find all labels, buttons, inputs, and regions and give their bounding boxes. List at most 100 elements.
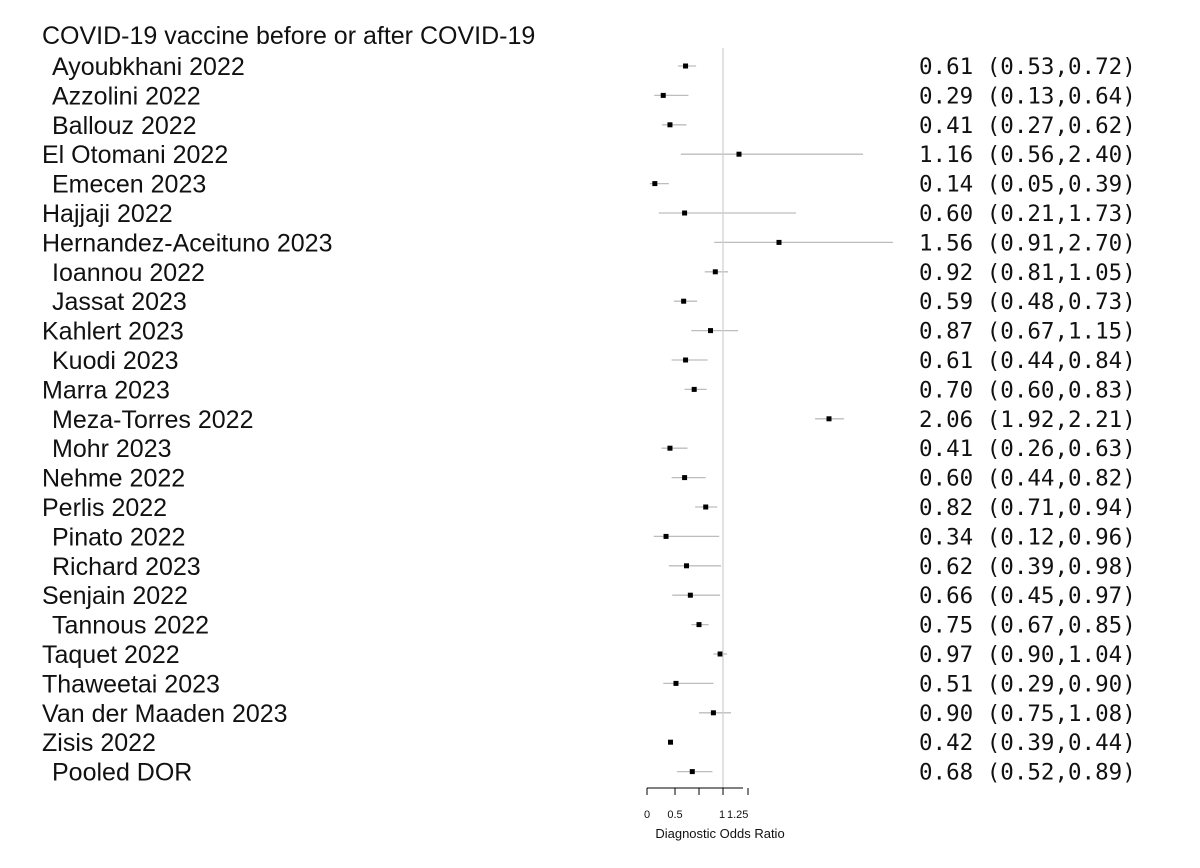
estimate-text: 0.61 (0.44,0.84): [919, 348, 1136, 374]
forest-row: Kuodi 2023 0.61 (0.44,0.84): [52, 347, 1136, 375]
study-label: Van der Maaden 2023: [42, 700, 288, 728]
study-label: Jassat 2023: [52, 288, 187, 316]
estimate-text: 0.87 (0.67,1.15): [919, 319, 1136, 345]
study-label: Azzolini 2022: [52, 82, 201, 110]
estimate-point: [660, 92, 666, 98]
forest-row: Marra 2023 0.70 (0.60,0.83): [42, 376, 1136, 404]
forest-row: Thaweetai 2023 0.51 (0.29,0.90): [42, 670, 1136, 698]
forest-row: Perlis 2022 0.82 (0.71,0.94): [42, 494, 1136, 522]
forest-row: Taquet 2022 0.97 (0.90,1.04): [42, 641, 1136, 669]
forest-row: Nehme 2022 0.60 (0.44,0.82): [42, 465, 1136, 493]
estimate-text: 0.75 (0.67,0.85): [919, 613, 1136, 639]
estimate-point: [682, 475, 688, 481]
tick-label: 1: [719, 809, 725, 821]
estimate-point: [703, 504, 709, 510]
estimate-point: [663, 533, 669, 539]
forest-row: Ayoubkhani 2022 0.61 (0.53,0.72): [52, 53, 1136, 81]
estimate-text: 0.60 (0.44,0.82): [919, 466, 1136, 492]
estimate-point: [710, 710, 716, 716]
tick-label: 0.5: [667, 809, 682, 821]
study-label: Zisis 2022: [42, 729, 156, 757]
study-label: Thaweetai 2023: [42, 670, 220, 698]
estimate-text: 1.16 (0.56,2.40): [919, 142, 1136, 168]
estimate-text: 0.70 (0.60,0.83): [919, 377, 1136, 403]
estimate-text: 1.56 (0.91,2.70): [919, 230, 1136, 256]
forest-row: Jassat 2023 0.59 (0.48,0.73): [52, 288, 1136, 316]
study-label: Perlis 2022: [42, 494, 167, 522]
study-label: Ioannou 2022: [52, 259, 205, 287]
tick-label: 1.25: [727, 809, 748, 821]
forest-row: Hernandez-Aceituno 2023 1.56 (0.91,2.70): [42, 229, 1136, 257]
estimate-point: [683, 63, 689, 69]
chart-title: COVID-19 vaccine before or after COVID-1…: [42, 22, 535, 50]
estimate-text: 0.66 (0.45,0.97): [919, 583, 1136, 609]
estimate-text: 0.62 (0.39,0.98): [919, 554, 1136, 580]
estimate-text: 2.06 (1.92,2.21): [919, 407, 1136, 433]
forest-row: Pinato 2022 0.34 (0.12,0.96): [52, 523, 1136, 551]
estimate-text: 0.59 (0.48,0.73): [919, 289, 1136, 315]
forest-row: Azzolini 2022 0.29 (0.13,0.64): [52, 82, 1136, 110]
forest-row: Tannous 2022 0.75 (0.67,0.85): [52, 612, 1136, 640]
forest-row: Hajjaji 2022 0.60 (0.21,1.73): [42, 200, 1136, 228]
forest-row: Kahlert 2023 0.87 (0.67,1.15): [42, 318, 1136, 346]
estimate-point: [652, 181, 658, 187]
estimate-point: [689, 769, 695, 775]
estimate-point: [683, 357, 689, 363]
study-label: Richard 2023: [52, 553, 201, 581]
estimate-text: 0.34 (0.12,0.96): [919, 524, 1136, 550]
forest-row: Richard 2023 0.62 (0.39,0.98): [52, 553, 1136, 581]
forest-row: Emecen 2023 0.14 (0.05,0.39): [52, 171, 1136, 199]
forest-row: Ballouz 2022 0.41 (0.27,0.62): [52, 112, 1136, 140]
estimate-text: 0.29 (0.13,0.64): [919, 83, 1136, 109]
forest-row: Zisis 2022 0.42 (0.39,0.44): [42, 729, 1136, 757]
study-label: Pooled DOR: [52, 759, 192, 787]
forest-row: Mohr 2023 0.41 (0.26,0.63): [52, 435, 1136, 463]
study-rows: Ayoubkhani 2022 0.61 (0.53,0.72)Azzolini …: [42, 53, 1136, 787]
estimate-point: [682, 210, 688, 216]
estimate-point: [708, 328, 714, 334]
estimate-text: 0.90 (0.75,1.08): [919, 701, 1136, 727]
forest-row: El Otomani 2022 1.16 (0.56,2.40): [42, 141, 1136, 169]
estimate-point: [687, 592, 693, 598]
forest-row: Meza-Torres 2022 2.06 (1.92,2.21): [52, 406, 1136, 434]
study-label: Nehme 2022: [42, 465, 185, 493]
study-label: Senjain 2022: [42, 582, 188, 610]
estimate-point: [712, 269, 718, 275]
study-label: Taquet 2022: [42, 641, 180, 669]
study-label: Kahlert 2023: [42, 318, 184, 346]
study-label: Ballouz 2022: [52, 112, 197, 140]
study-label: Tannous 2022: [52, 612, 209, 640]
estimate-point: [826, 416, 832, 422]
estimate-point: [667, 445, 673, 451]
estimate-point: [684, 563, 690, 569]
estimate-text: 0.14 (0.05,0.39): [919, 172, 1136, 198]
study-label: Kuodi 2023: [52, 347, 179, 375]
study-label: Hernandez-Aceituno 2023: [42, 229, 332, 257]
estimate-text: 0.97 (0.90,1.04): [919, 642, 1136, 668]
study-label: Pinato 2022: [52, 523, 185, 551]
estimate-point: [668, 739, 674, 745]
estimate-point: [776, 239, 782, 245]
forest-row: Ioannou 2022 0.92 (0.81,1.05): [52, 259, 1136, 287]
estimate-point: [691, 386, 697, 392]
estimate-text: 0.68 (0.52,0.89): [919, 760, 1136, 786]
estimate-text: 0.60 (0.21,1.73): [919, 201, 1136, 227]
estimate-point: [696, 622, 702, 628]
estimate-text: 0.92 (0.81,1.05): [919, 260, 1136, 286]
study-label: Hajjaji 2022: [42, 200, 173, 228]
forest-row: Senjain 2022 0.66 (0.45,0.97): [42, 582, 1136, 610]
study-label: Meza-Torres 2022: [52, 406, 253, 434]
estimate-text: 0.82 (0.71,0.94): [919, 495, 1136, 521]
study-label: Emecen 2023: [52, 171, 206, 199]
estimate-point: [681, 298, 687, 304]
study-label: Mohr 2023: [52, 435, 172, 463]
x-axis: 0 0.5 1 1.25: [644, 787, 749, 821]
forest-row: Van der Maaden 2023 0.90 (0.75,1.08): [42, 700, 1136, 728]
estimate-point: [736, 151, 742, 157]
estimate-text: 0.41 (0.26,0.63): [919, 436, 1136, 462]
estimate-point: [667, 122, 673, 128]
estimate-point: [717, 651, 723, 657]
estimate-text: 0.41 (0.27,0.62): [919, 113, 1136, 139]
tick-label: 0: [644, 809, 650, 821]
